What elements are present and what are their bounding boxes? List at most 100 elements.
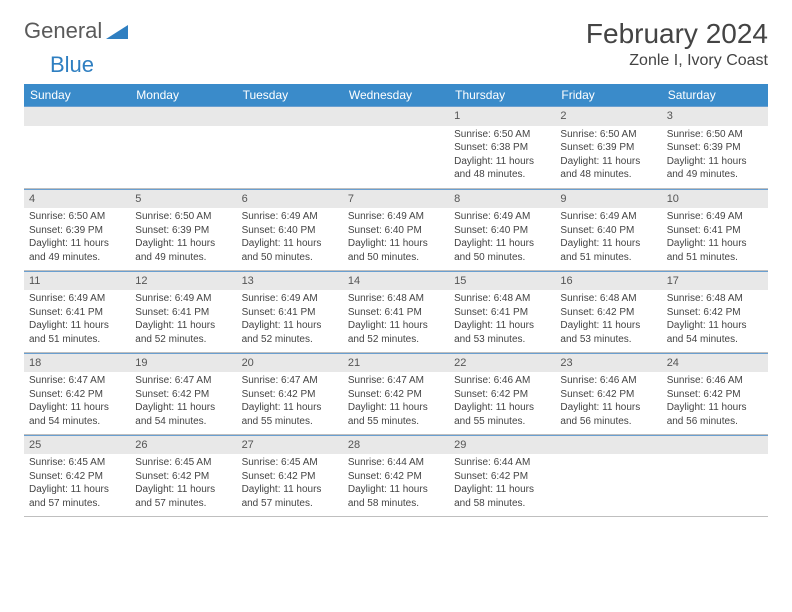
week-row: 4Sunrise: 6:50 AMSunset: 6:39 PMDaylight…	[24, 188, 768, 270]
empty-cell	[130, 106, 236, 188]
day-cell: 3Sunrise: 6:50 AMSunset: 6:39 PMDaylight…	[662, 106, 768, 188]
day-content: Sunrise: 6:49 AMSunset: 6:40 PMDaylight:…	[449, 208, 555, 268]
brand-triangle-icon	[106, 23, 128, 39]
day-number: 14	[343, 271, 449, 291]
day-number: 18	[24, 353, 130, 373]
empty-cell	[24, 106, 130, 188]
day-number: 2	[555, 106, 661, 126]
day-number: 27	[237, 435, 343, 455]
day-cell: 29Sunrise: 6:44 AMSunset: 6:42 PMDayligh…	[449, 434, 555, 516]
day-number: 15	[449, 271, 555, 291]
day-content: Sunrise: 6:47 AMSunset: 6:42 PMDaylight:…	[130, 372, 236, 432]
day-cell: 10Sunrise: 6:49 AMSunset: 6:41 PMDayligh…	[662, 188, 768, 270]
title-block: February 2024 Zonle I, Ivory Coast	[586, 18, 768, 70]
day-number: 20	[237, 353, 343, 373]
day-number: 1	[449, 106, 555, 126]
day-content: Sunrise: 6:50 AMSunset: 6:39 PMDaylight:…	[662, 126, 768, 186]
day-content: Sunrise: 6:48 AMSunset: 6:42 PMDaylight:…	[555, 290, 661, 350]
day-content: Sunrise: 6:46 AMSunset: 6:42 PMDaylight:…	[555, 372, 661, 432]
day-cell: 23Sunrise: 6:46 AMSunset: 6:42 PMDayligh…	[555, 352, 661, 434]
day-number: 8	[449, 189, 555, 209]
day-content: Sunrise: 6:44 AMSunset: 6:42 PMDaylight:…	[449, 454, 555, 514]
day-content: Sunrise: 6:50 AMSunset: 6:39 PMDaylight:…	[130, 208, 236, 268]
day-cell: 26Sunrise: 6:45 AMSunset: 6:42 PMDayligh…	[130, 434, 236, 516]
day-number: 12	[130, 271, 236, 291]
day-header: Saturday	[662, 84, 768, 106]
day-cell: 9Sunrise: 6:49 AMSunset: 6:40 PMDaylight…	[555, 188, 661, 270]
empty-cell	[343, 106, 449, 188]
empty-cell	[662, 434, 768, 516]
day-content: Sunrise: 6:49 AMSunset: 6:40 PMDaylight:…	[555, 208, 661, 268]
day-cell: 12Sunrise: 6:49 AMSunset: 6:41 PMDayligh…	[130, 270, 236, 352]
day-cell: 16Sunrise: 6:48 AMSunset: 6:42 PMDayligh…	[555, 270, 661, 352]
day-number: 26	[130, 435, 236, 455]
week-row: 18Sunrise: 6:47 AMSunset: 6:42 PMDayligh…	[24, 352, 768, 434]
day-content: Sunrise: 6:46 AMSunset: 6:42 PMDaylight:…	[662, 372, 768, 432]
day-cell: 14Sunrise: 6:48 AMSunset: 6:41 PMDayligh…	[343, 270, 449, 352]
day-cell: 22Sunrise: 6:46 AMSunset: 6:42 PMDayligh…	[449, 352, 555, 434]
empty-cell	[237, 106, 343, 188]
day-number: 17	[662, 271, 768, 291]
day-header: Friday	[555, 84, 661, 106]
day-cell: 19Sunrise: 6:47 AMSunset: 6:42 PMDayligh…	[130, 352, 236, 434]
day-number: 3	[662, 106, 768, 126]
day-content: Sunrise: 6:45 AMSunset: 6:42 PMDaylight:…	[24, 454, 130, 514]
day-cell: 18Sunrise: 6:47 AMSunset: 6:42 PMDayligh…	[24, 352, 130, 434]
day-cell: 25Sunrise: 6:45 AMSunset: 6:42 PMDayligh…	[24, 434, 130, 516]
day-content: Sunrise: 6:49 AMSunset: 6:41 PMDaylight:…	[130, 290, 236, 350]
day-number: 19	[130, 353, 236, 373]
day-content: Sunrise: 6:47 AMSunset: 6:42 PMDaylight:…	[343, 372, 449, 432]
day-number: 10	[662, 189, 768, 209]
day-content: Sunrise: 6:49 AMSunset: 6:40 PMDaylight:…	[237, 208, 343, 268]
day-number: 29	[449, 435, 555, 455]
day-content: Sunrise: 6:47 AMSunset: 6:42 PMDaylight:…	[237, 372, 343, 432]
empty-cell	[555, 434, 661, 516]
day-content: Sunrise: 6:49 AMSunset: 6:41 PMDaylight:…	[24, 290, 130, 350]
day-content: Sunrise: 6:49 AMSunset: 6:41 PMDaylight:…	[237, 290, 343, 350]
day-cell: 27Sunrise: 6:45 AMSunset: 6:42 PMDayligh…	[237, 434, 343, 516]
day-cell: 11Sunrise: 6:49 AMSunset: 6:41 PMDayligh…	[24, 270, 130, 352]
brand-text-1: General	[24, 18, 102, 44]
day-number: 24	[662, 353, 768, 373]
day-cell: 1Sunrise: 6:50 AMSunset: 6:38 PMDaylight…	[449, 106, 555, 188]
day-content: Sunrise: 6:50 AMSunset: 6:39 PMDaylight:…	[555, 126, 661, 186]
day-number: 16	[555, 271, 661, 291]
day-content: Sunrise: 6:47 AMSunset: 6:42 PMDaylight:…	[24, 372, 130, 432]
day-content: Sunrise: 6:48 AMSunset: 6:41 PMDaylight:…	[449, 290, 555, 350]
day-cell: 24Sunrise: 6:46 AMSunset: 6:42 PMDayligh…	[662, 352, 768, 434]
day-number: 6	[237, 189, 343, 209]
day-content: Sunrise: 6:45 AMSunset: 6:42 PMDaylight:…	[237, 454, 343, 514]
day-number: 23	[555, 353, 661, 373]
day-header: Wednesday	[343, 84, 449, 106]
calendar-table: SundayMondayTuesdayWednesdayThursdayFrid…	[24, 84, 768, 517]
day-header: Sunday	[24, 84, 130, 106]
day-cell: 17Sunrise: 6:48 AMSunset: 6:42 PMDayligh…	[662, 270, 768, 352]
day-cell: 6Sunrise: 6:49 AMSunset: 6:40 PMDaylight…	[237, 188, 343, 270]
day-number: 7	[343, 189, 449, 209]
day-cell: 2Sunrise: 6:50 AMSunset: 6:39 PMDaylight…	[555, 106, 661, 188]
week-row: 25Sunrise: 6:45 AMSunset: 6:42 PMDayligh…	[24, 434, 768, 516]
calendar-head: SundayMondayTuesdayWednesdayThursdayFrid…	[24, 84, 768, 106]
day-number: 28	[343, 435, 449, 455]
day-header: Monday	[130, 84, 236, 106]
day-content: Sunrise: 6:49 AMSunset: 6:40 PMDaylight:…	[343, 208, 449, 268]
day-content: Sunrise: 6:48 AMSunset: 6:42 PMDaylight:…	[662, 290, 768, 350]
calendar-body: 1Sunrise: 6:50 AMSunset: 6:38 PMDaylight…	[24, 106, 768, 516]
day-number: 9	[555, 189, 661, 209]
day-number: 25	[24, 435, 130, 455]
week-row: 1Sunrise: 6:50 AMSunset: 6:38 PMDaylight…	[24, 106, 768, 188]
day-cell: 20Sunrise: 6:47 AMSunset: 6:42 PMDayligh…	[237, 352, 343, 434]
day-number: 22	[449, 353, 555, 373]
day-content: Sunrise: 6:49 AMSunset: 6:41 PMDaylight:…	[662, 208, 768, 268]
day-content: Sunrise: 6:50 AMSunset: 6:38 PMDaylight:…	[449, 126, 555, 186]
day-number: 5	[130, 189, 236, 209]
page-header: General February 2024 Zonle I, Ivory Coa…	[24, 18, 768, 70]
day-content: Sunrise: 6:50 AMSunset: 6:39 PMDaylight:…	[24, 208, 130, 268]
day-cell: 4Sunrise: 6:50 AMSunset: 6:39 PMDaylight…	[24, 188, 130, 270]
day-cell: 5Sunrise: 6:50 AMSunset: 6:39 PMDaylight…	[130, 188, 236, 270]
day-content: Sunrise: 6:46 AMSunset: 6:42 PMDaylight:…	[449, 372, 555, 432]
brand-logo: General	[24, 18, 128, 44]
day-number: 11	[24, 271, 130, 291]
day-header-row: SundayMondayTuesdayWednesdayThursdayFrid…	[24, 84, 768, 106]
day-header: Thursday	[449, 84, 555, 106]
